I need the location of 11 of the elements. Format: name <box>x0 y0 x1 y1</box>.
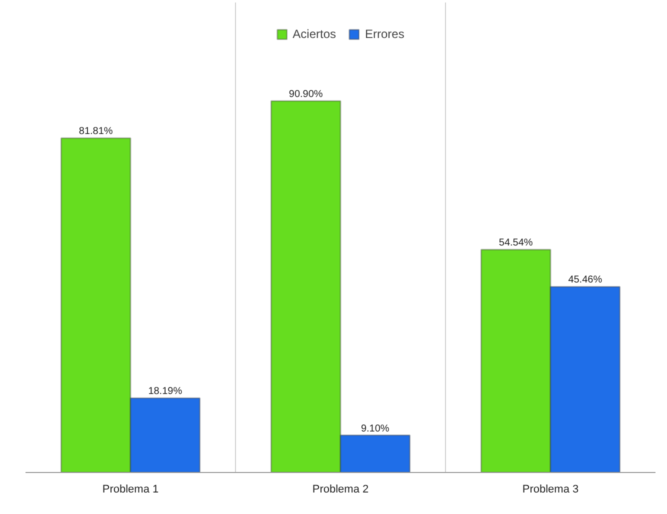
data-label: 9.10% <box>360 423 390 434</box>
legend-label: Errores <box>365 27 404 41</box>
data-label: 45.46% <box>568 274 602 286</box>
x-tick-label: Problema 3 <box>522 484 579 496</box>
x-tick-label: Problema 1 <box>102 484 159 496</box>
data-label: 54.54% <box>498 238 533 249</box>
legend-label: Aciertos <box>292 27 336 41</box>
x-tick-label: Problema 2 <box>312 484 369 496</box>
data-label: 81.81% <box>78 126 113 138</box>
data-label: 18.19% <box>148 386 182 398</box>
data-label: 90.90% <box>288 88 323 100</box>
